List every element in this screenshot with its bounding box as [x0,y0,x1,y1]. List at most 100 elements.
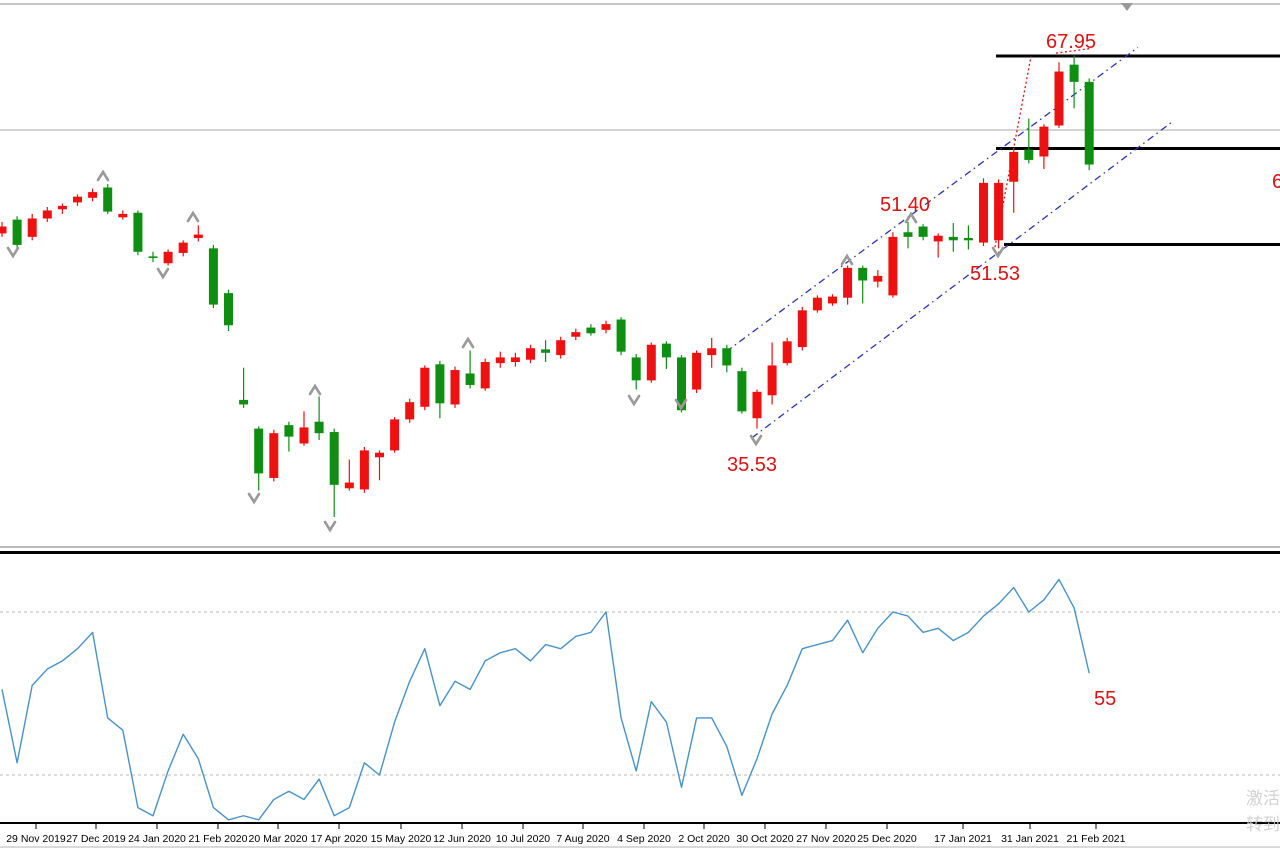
axis-date-label: 25 Dec 2020 [857,833,917,845]
candle-body [118,213,128,218]
axis-date-label: 17 Jan 2021 [934,833,992,845]
trendline[interactable] [725,46,1139,353]
candle-body [918,226,928,237]
candle-body [193,234,203,239]
candle-body [979,182,988,243]
arrow-down-marker-icon[interactable] [627,394,641,407]
candle-body [299,427,309,444]
candle-body [994,182,1004,241]
price-label[interactable]: 35.53 [727,454,777,476]
date-axis: 29 Nov 2019 27 Dec 2019 24 Jan 2020 21 Feb … [0,822,1280,848]
candle-body [541,349,551,353]
candle-body [601,324,611,330]
candle-body [510,357,520,362]
candle-body [828,296,837,304]
axis-date-label: 15 May 2020 [371,833,432,845]
candle-body [1039,126,1049,157]
axis-date-label: 29 Nov 2019 [6,833,66,845]
candle-body [707,348,717,356]
candle-body [556,340,566,356]
candle-body [269,433,279,478]
axis-line [0,822,1280,824]
trendline[interactable] [1055,47,1091,54]
candle-body [254,428,264,474]
watermark-line1: 激活 [1246,789,1280,808]
arrow-down-marker-icon[interactable] [749,434,763,447]
oscillator-pane [0,578,1280,821]
candle-body [390,419,400,451]
axis-date-label: 7 Aug 2020 [556,833,609,845]
candle-body [12,219,22,245]
candle-body [27,218,37,237]
candle-body [103,187,113,212]
candle-body [405,402,415,420]
candle-body [571,332,581,337]
arrow-down-marker-icon[interactable] [247,492,261,505]
candle-body [224,293,233,326]
candle-body [767,365,777,396]
candle-body [873,275,883,282]
trendline[interactable] [751,121,1173,439]
candle-body [465,373,475,385]
candle-body [948,236,958,241]
price-label[interactable]: 55 [1094,688,1116,710]
candle-body [208,248,218,305]
arrow-up-marker-icon[interactable] [186,210,200,223]
candle-body [933,235,943,242]
candle-body [359,450,369,490]
arrow-down-marker-icon[interactable] [674,398,688,411]
top-position-marker-icon[interactable] [1121,3,1133,11]
arrow-up-marker-icon[interactable] [461,336,475,349]
arrow-down-marker-icon[interactable] [6,246,20,259]
candle-body [57,205,67,210]
axis-date-label: 21 Feb 2021 [1067,833,1126,845]
candle-body [239,399,249,405]
arrow-up-marker-icon[interactable] [904,211,918,224]
axis-date-label: 24 Jan 2020 [128,833,186,845]
candle-body [42,210,52,219]
candle-body [858,267,868,281]
price-label[interactable]: 6 [1272,171,1280,193]
pane-separator[interactable] [0,551,1280,554]
candle-body [737,371,747,412]
arrow-down-marker-icon[interactable] [323,520,337,533]
axis-date-label: 20 Mar 2020 [249,833,308,845]
candle-body [661,343,671,358]
candle-body [1009,151,1019,182]
arrow-down-marker-icon[interactable] [156,267,170,280]
candle-body [782,341,792,364]
axis-date-label: 27 Dec 2019 [66,833,126,845]
arrow-up-marker-icon[interactable] [96,169,110,182]
candle-body [329,432,339,485]
candle-body [420,367,430,407]
candle-body [88,192,98,198]
candles [0,55,1094,517]
candle-body [526,348,535,360]
arrow-up-marker-icon[interactable] [840,253,854,266]
candle-body [963,238,973,241]
candle-body [450,370,460,405]
candle-body [1084,81,1094,165]
candle-body [797,310,807,348]
candle-body [586,327,596,334]
candle-body [752,391,762,419]
signal-markers [6,3,1133,533]
price-label[interactable]: 51.53 [970,263,1020,285]
candle-body [631,357,641,381]
arrow-up-marker-icon[interactable] [308,383,322,396]
price-label[interactable]: 51.40 [880,194,930,216]
candle-body [344,482,354,489]
axis-date-label: 10 Jul 2020 [496,833,550,845]
candle-body [0,226,7,234]
price-annotations: 67.95 51.40 51.53 35.53 55 6 [727,31,1280,710]
arrow-down-marker-icon[interactable] [991,246,1005,259]
candle-body [1024,149,1034,160]
candle-body [843,267,853,298]
candle-body [888,236,898,296]
price-label[interactable]: 67.95 [1046,31,1096,53]
oscillator-line [1,578,1090,821]
axis-date-label: 12 Jun 2020 [433,833,491,845]
candle-body [722,348,732,366]
